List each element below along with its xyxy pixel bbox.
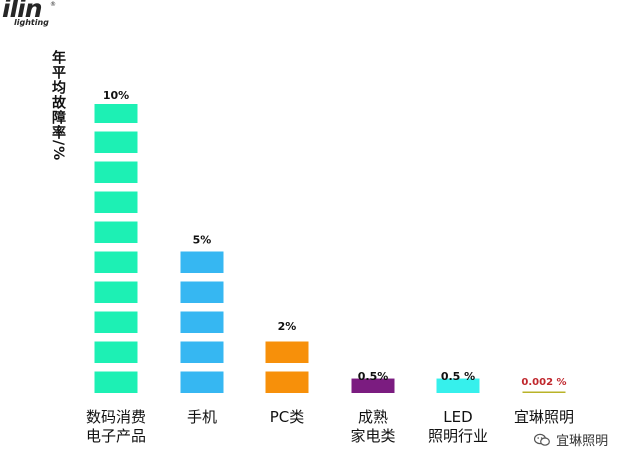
data-label-5: 0.5 % — [441, 370, 475, 383]
bar-1-segment-1 — [94, 371, 138, 393]
ilin-logo: ilin ® lighting — [2, 0, 72, 34]
bar-2-segment-5 — [180, 251, 224, 273]
bar-2-segment-1 — [180, 371, 224, 393]
category-label-3-line-1: PC类 — [269, 408, 305, 426]
bar-1-segment-5 — [94, 251, 138, 273]
bar-2-segment-2 — [180, 341, 224, 363]
category-label-1: 数码消费 电子产品 — [71, 408, 161, 446]
category-label-4: 成熟 家电类 — [328, 408, 418, 446]
data-label-6: 0.002 % — [521, 377, 566, 388]
bar-4 — [351, 378, 395, 393]
category-label-6-line-1: 宜琳照明 — [513, 408, 574, 426]
data-label-2: 5% — [193, 234, 212, 247]
category-label-1-line-2: 电子产品 — [85, 427, 146, 445]
category-label-4-line-2: 家电类 — [350, 427, 396, 445]
bar-5-segment-1 — [436, 378, 480, 393]
bar-1-segment-3 — [94, 311, 138, 333]
category-label-3: PC类 — [242, 408, 332, 427]
bar-1-segment-4 — [94, 281, 138, 303]
watermark-text: 宜琳照明 — [556, 434, 609, 449]
category-label-5-line-1: LED — [443, 408, 473, 426]
y-axis-label: 年平均故障率/% — [50, 50, 66, 162]
bar-2 — [180, 251, 224, 393]
wechat-icon — [534, 433, 550, 446]
category-label-2: 手机 — [157, 408, 247, 427]
category-label-6: 宜琳照明 — [499, 408, 589, 427]
bar-1 — [94, 104, 138, 393]
bar-3 — [265, 341, 309, 393]
category-label-4-line-1: 成熟 — [357, 408, 388, 426]
category-label-5-line-2: 照明行业 — [427, 427, 488, 445]
bar-4-segment-1 — [351, 378, 395, 393]
bar-6-segment-1 — [522, 391, 566, 393]
watermark: 宜琳照明 — [534, 430, 608, 449]
bar-2-segment-3 — [180, 311, 224, 333]
logo-subtitle: lighting — [14, 18, 49, 27]
bar-1-segment-9 — [94, 131, 138, 153]
bar-1-segment-6 — [94, 221, 138, 243]
category-label-1-line-1: 数码消费 — [85, 408, 146, 426]
bar-3-segment-2 — [265, 341, 309, 363]
bar-2-segment-4 — [180, 281, 224, 303]
category-label-2-line-1: 手机 — [186, 408, 217, 426]
bar-1-segment-10 — [94, 104, 138, 123]
bar-1-segment-2 — [94, 341, 138, 363]
category-label-5: LED 照明行业 — [413, 408, 503, 446]
data-label-1: 10% — [103, 89, 129, 102]
data-label-3: 2% — [278, 320, 297, 333]
bar-5 — [436, 378, 480, 393]
bar-1-segment-7 — [94, 191, 138, 213]
bar-3-segment-1 — [265, 371, 309, 393]
bar-6 — [522, 391, 566, 393]
logo-word: ilin — [2, 0, 43, 23]
bar-1-segment-8 — [94, 161, 138, 183]
data-label-4: 0.5% — [358, 370, 389, 383]
logo-registered-mark: ® — [50, 1, 56, 8]
